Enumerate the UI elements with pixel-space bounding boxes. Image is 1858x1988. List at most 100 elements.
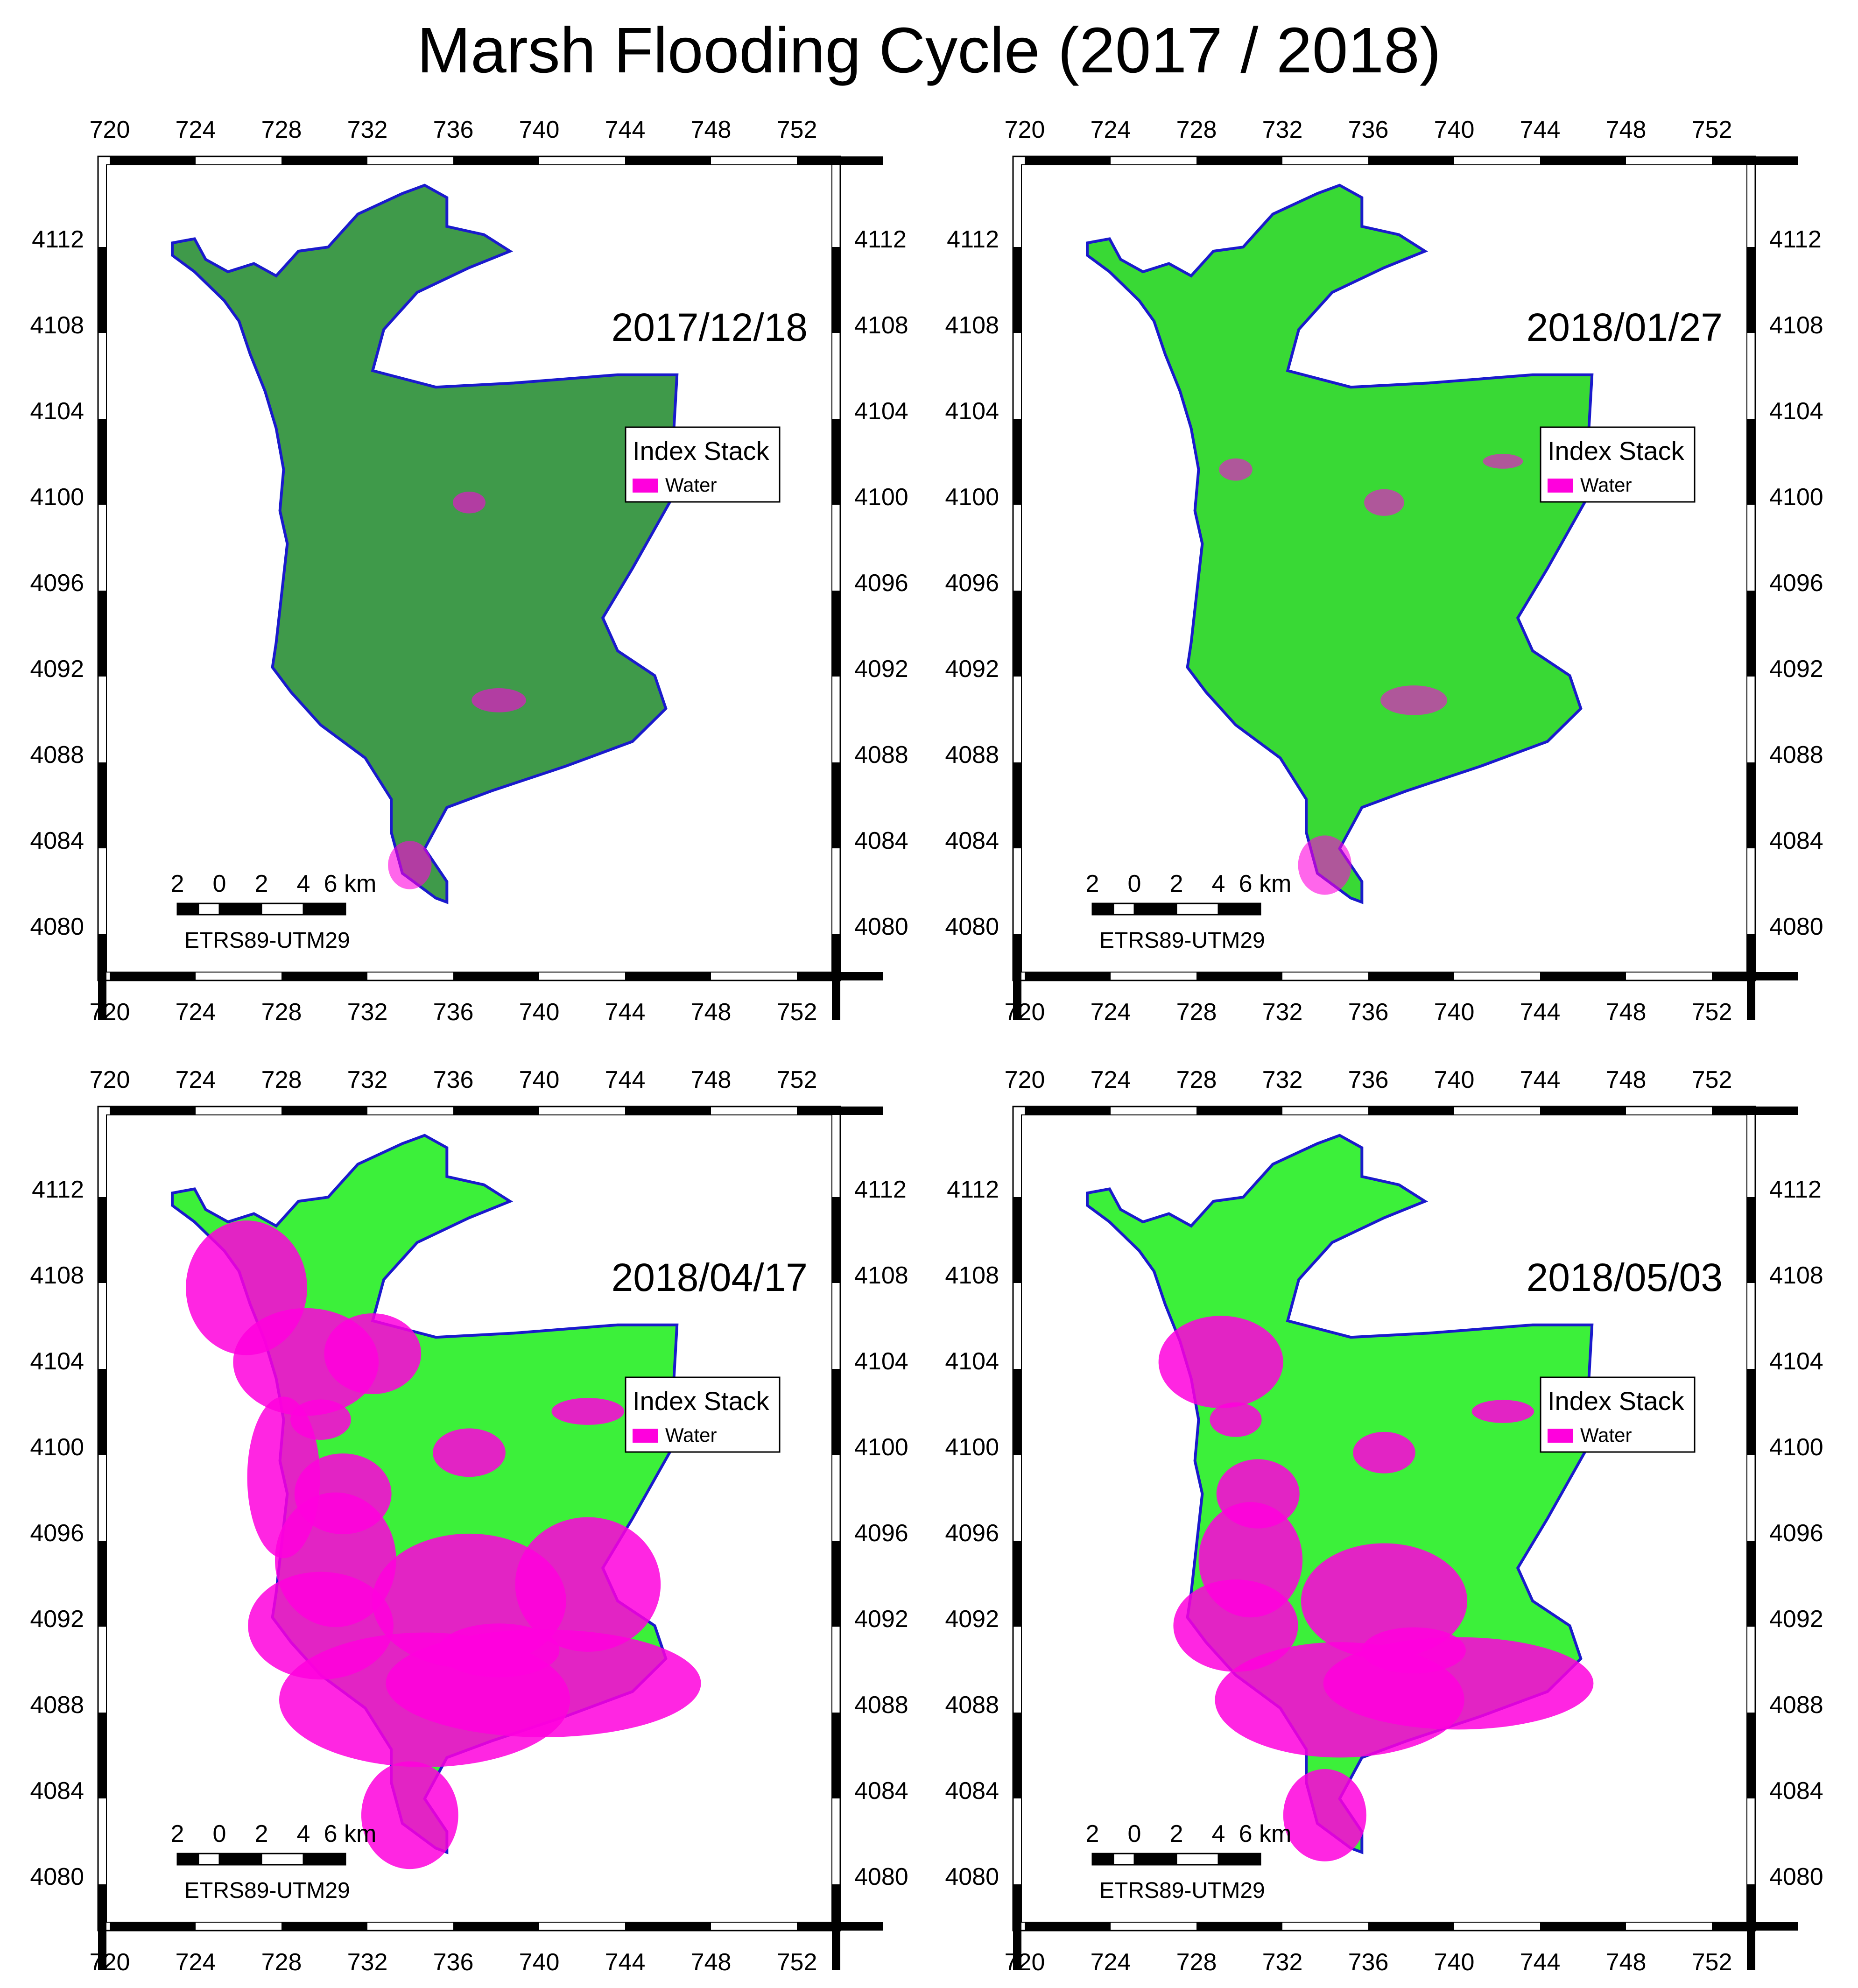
frame-tick [110,1107,196,1115]
legend-item: Water [1580,474,1632,496]
frame-tick [98,419,106,505]
y-tick-label: 4080 [30,1863,84,1890]
scale-bar: 2 0 2 4 6 km ETRS89-UTM29 [171,870,377,953]
scale-label: 0 [213,870,226,897]
y-tick-label: 4100 [30,484,84,511]
scale-label: 6 km [1239,1820,1292,1847]
x-tick-label: 724 [176,1949,216,1976]
water-patch [1298,835,1352,895]
y-tick-label: 4092 [854,656,908,683]
x-tick-label: 732 [1262,1066,1303,1093]
y-tick-label: 4088 [1769,741,1823,768]
x-tick-label: 752 [1692,999,1732,1026]
scale-segment [1133,1853,1177,1866]
frame-tick [1540,156,1626,165]
panel-date: 2018/05/03 [1527,1255,1723,1299]
legend-swatch [633,479,658,493]
scale-label: 0 [1128,1820,1141,1847]
legend-item: Water [665,474,717,496]
scale-segment [1091,902,1114,916]
x-tick-label: 740 [1434,1066,1475,1093]
frame-tick [1025,972,1111,980]
frame-tick [453,972,539,980]
x-tick-label: 728 [261,1949,302,1976]
y-tick-label: 4100 [30,1434,84,1461]
legend-item: Water [665,1424,717,1446]
y-tick-label: 4096 [30,570,84,597]
water-patch [361,1761,458,1869]
scale-segment [1112,902,1135,916]
x-tick-label: 724 [176,1066,216,1093]
crs-label: ETRS89-UTM29 [1099,1878,1265,1903]
frame-tick [832,1197,840,1283]
frame-tick [832,934,840,1020]
scale-label: 2 [1170,870,1183,897]
y-tick-label: 4108 [1769,1262,1823,1289]
frame-tick [98,1197,106,1283]
y-tick-label: 4084 [945,1777,999,1805]
y-tick-label: 4100 [1769,1434,1823,1461]
frame-tick [832,762,840,848]
legend-title: Index Stack [1548,1386,1685,1416]
inner-frame [106,1114,832,1923]
y-tick-label: 4096 [1769,570,1823,597]
water-patch [388,841,432,889]
scale-label: 0 [1128,870,1141,897]
scale-segment [176,1853,199,1866]
frame-tick [1747,1884,1755,1970]
y-tick-label: 4100 [945,484,999,511]
frame-tick [1747,762,1755,848]
y-tick-label: 4080 [945,1863,999,1890]
x-tick-label: 736 [1348,1066,1389,1093]
x-tick-label: 744 [1520,999,1561,1026]
water-patch [433,1428,506,1477]
x-tick-label: 728 [1176,116,1217,143]
x-tick-label: 728 [261,116,302,143]
scale-label: 6 km [324,1820,377,1847]
y-tick-label: 4084 [30,1777,84,1805]
x-tick-label: 720 [1005,116,1045,143]
frame-tick [282,1922,367,1931]
water-patch [1283,1769,1366,1861]
frame-tick [832,419,840,505]
figure-title: Marsh Flooding Cycle (2017 / 2018) [417,14,1441,86]
frame-tick [1013,1197,1021,1283]
scale-segment [260,902,304,916]
y-tick-label: 4092 [945,1606,999,1633]
scale-segment [197,1853,220,1866]
legend: Index Stack Water [625,426,781,503]
y-tick-label: 4112 [32,1176,84,1203]
x-tick-label: 732 [347,1066,388,1093]
scale-label: 2 [1170,1820,1183,1847]
x-tick-label: 748 [1606,1066,1647,1093]
x-tick-label: 740 [1434,999,1475,1026]
frame-tick [625,972,711,980]
x-tick-label: 720 [90,1949,130,1976]
y-tick-label: 4096 [945,570,999,597]
x-tick-label: 740 [519,999,560,1026]
scale-bar: 2 0 2 4 6 km ETRS89-UTM29 [1086,1820,1292,1903]
frame-tick [1747,1713,1755,1798]
x-tick-label: 740 [519,1066,560,1093]
x-tick-label: 744 [1520,116,1561,143]
y-tick-label: 4096 [30,1520,84,1547]
frame-tick [1368,156,1454,165]
frame-tick [98,591,106,677]
frame-tick [832,247,840,333]
x-tick-label: 720 [90,999,130,1026]
frame-tick [110,972,196,980]
frame-tick [832,1713,840,1798]
scale-segment [1218,1853,1261,1866]
scale-segment [1091,1853,1114,1866]
y-tick-label: 4104 [30,398,84,425]
frame-tick [1196,972,1282,980]
water-patch [472,688,526,712]
scale-label: 2 [1086,1820,1099,1847]
y-tick-label: 4084 [945,827,999,854]
frame-tick [453,156,539,165]
scale-label: 4 [297,870,310,897]
x-tick-label: 752 [777,1949,817,1976]
y-tick-label: 4080 [1769,913,1823,940]
x-tick-label: 728 [1176,999,1217,1026]
